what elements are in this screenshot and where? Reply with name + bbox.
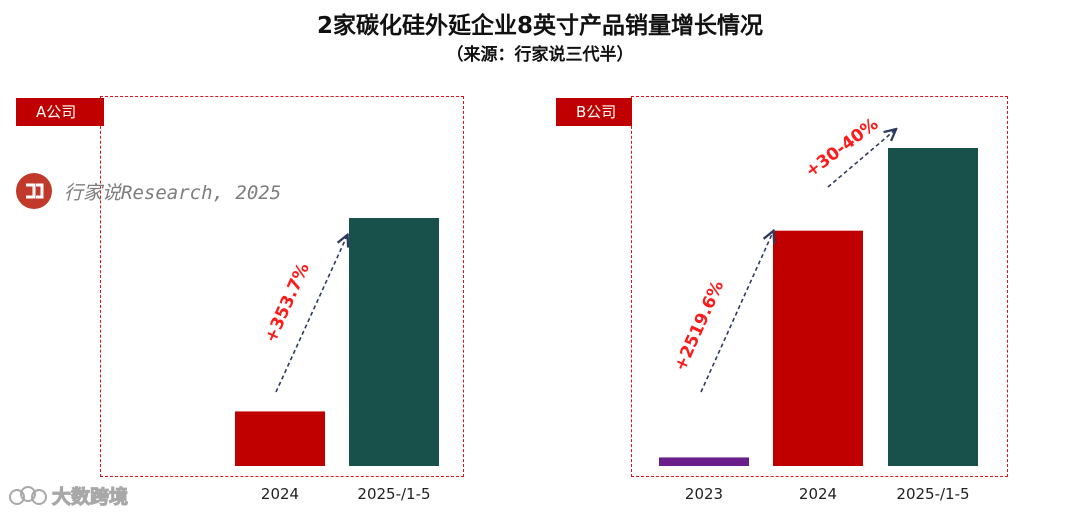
panel-b-growth-label: +2519.6% [671, 278, 729, 375]
panel-b-growth-label: +30-40% [802, 114, 882, 182]
panel-b-growth-arrow [700, 232, 773, 393]
research-watermark: 行家说Research, 2025 [16, 173, 282, 209]
corner-watermark: 大数跨境 [8, 482, 129, 509]
panel-b-bar-2023 [659, 457, 749, 466]
panel-b-tick-label: 2024 [799, 485, 837, 503]
panel-a-label: A公司 [16, 98, 104, 126]
panel-b-growth-arrow [827, 130, 895, 188]
chart-title: 2家碳化硅外延企业8英寸产品销量增长情况 [316, 13, 763, 39]
watermark-text: 行家说Research, 2025 [64, 181, 282, 204]
panel-a-tick-label: 2025-/1-5 [357, 485, 430, 503]
panel-b-tick-label: 2025-/1-5 [896, 485, 969, 503]
panel-b-label: B公司 [556, 98, 632, 126]
panel-b-frame [631, 96, 1008, 477]
panel-a-bar-2025-/1-5 [349, 218, 439, 466]
panel-a-bar-2024 [235, 411, 325, 466]
panel-a-growth-label: +353.7% [261, 260, 314, 346]
company-logo-icon [16, 173, 52, 209]
chart-subtitle: （来源：行家说三代半） [446, 45, 634, 65]
panel-a-frame [100, 96, 464, 477]
panel-b-bar-2024 [773, 230, 863, 466]
panel-a-tick-label: 2024 [261, 485, 299, 503]
panel-b-bar-2025-/1-5 [888, 148, 978, 466]
panel-b-tick-label: 2023 [685, 485, 723, 503]
corner-watermark-text: 大数跨境 [51, 486, 129, 509]
panel-a-growth-arrow [275, 236, 347, 393]
cloud-logo-icon [9, 485, 47, 505]
